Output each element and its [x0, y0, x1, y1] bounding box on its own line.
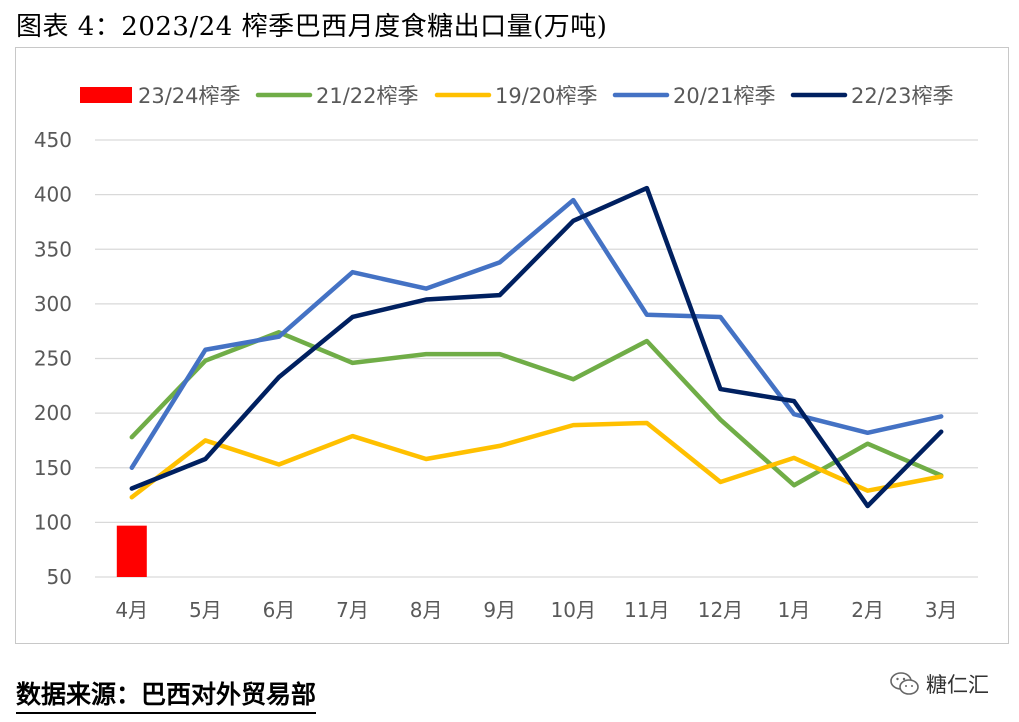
x-tick-label: 5月 — [189, 598, 222, 622]
x-tick-label: 3月 — [925, 598, 958, 622]
y-tick-label: 250 — [34, 347, 72, 371]
chart-frame — [15, 47, 1009, 644]
series-line — [129, 197, 944, 470]
x-tick-label: 7月 — [336, 598, 369, 622]
x-tick-label: 6月 — [263, 598, 296, 622]
y-tick-label: 100 — [34, 510, 72, 534]
x-tick-label: 2月 — [851, 598, 884, 622]
legend-label: 20/21榨季 — [673, 84, 776, 108]
legend-label: 22/23榨季 — [851, 84, 954, 108]
y-tick-label: 200 — [34, 401, 72, 425]
y-tick-label: 400 — [34, 183, 72, 207]
y-tick-label: 150 — [34, 456, 72, 480]
y-tick-label: 450 — [34, 128, 72, 152]
x-tick-label: 10月 — [551, 598, 596, 622]
watermark-text: 糖仁汇 — [926, 673, 989, 697]
legend-label: 23/24榨季 — [138, 84, 241, 108]
x-tick-label: 11月 — [624, 598, 669, 622]
legend-label: 19/20榨季 — [495, 84, 598, 108]
y-tick-label: 350 — [34, 237, 72, 261]
x-tick-label: 4月 — [115, 598, 148, 622]
chart-title: 图表 4：2023/24 榨季巴西月度食糖出口量(万吨) — [16, 12, 608, 42]
y-tick-label: 300 — [34, 292, 72, 316]
x-tick-label: 1月 — [778, 598, 811, 622]
watermark: 糖仁汇 — [890, 669, 989, 699]
data-source: 数据来源：巴西对外贸易部 — [16, 675, 317, 714]
legend-swatch — [80, 87, 132, 103]
x-tick-label: 9月 — [483, 598, 516, 622]
legend-label: 21/22榨季 — [316, 84, 419, 108]
x-tick-label: 12月 — [698, 598, 743, 622]
y-tick-label: 50 — [47, 565, 72, 589]
bar — [116, 525, 147, 577]
series-line — [129, 420, 944, 500]
series-line — [129, 185, 944, 509]
wechat-icon — [890, 672, 919, 695]
x-tick-label: 8月 — [410, 598, 443, 622]
